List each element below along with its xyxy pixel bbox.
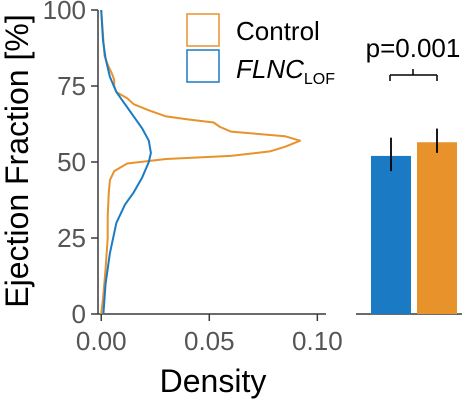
- x-tick-label: 0.10: [292, 326, 343, 356]
- legend: Control FLNCLOF: [186, 13, 335, 88]
- legend-swatch-flnc: [186, 49, 220, 83]
- bar-flnc-lof: [371, 155, 411, 314]
- legend-label-flnc-main: FLNC: [236, 54, 304, 84]
- y-tick-label: 0: [72, 299, 86, 329]
- legend-label-flnc-sub: LOF: [304, 71, 335, 88]
- y-axis-title: Ejection Fraction [%]: [0, 14, 35, 307]
- density-lines: [100, 9, 302, 315]
- legend-label-control: Control: [236, 16, 320, 46]
- p-value-label: p=0.001: [366, 33, 461, 63]
- bar-panel: [371, 128, 457, 314]
- x-tick-label: 0.00: [76, 326, 127, 356]
- bar-control: [417, 142, 457, 314]
- y-tick-label: 50: [57, 147, 86, 177]
- legend-swatch-control: [186, 13, 220, 47]
- y-tick-label: 100: [43, 0, 86, 25]
- x-tick-label: 0.05: [184, 326, 235, 356]
- legend-label-flnc: FLNCLOF: [236, 54, 335, 88]
- x-axis-title: Density: [160, 363, 267, 399]
- density-line-flnc-lof: [100, 9, 152, 315]
- y-tick-label: 25: [57, 223, 86, 253]
- significance-bracket: p=0.001: [366, 33, 461, 81]
- y-axis-ticks: 0 25 50 75 100: [43, 0, 98, 329]
- y-tick-label: 75: [57, 71, 86, 101]
- x-axis-ticks: 0.00 0.05 0.10: [76, 314, 343, 356]
- density-line-control: [100, 9, 302, 315]
